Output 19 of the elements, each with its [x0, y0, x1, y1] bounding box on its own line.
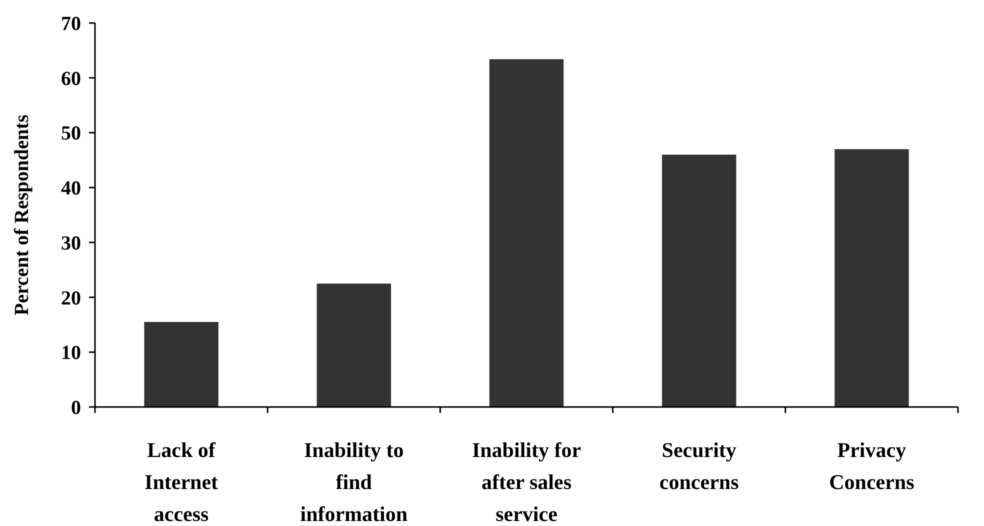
x-tick-label: Inability for after sales service — [472, 438, 582, 526]
x-tick-label: Inability to find information — [300, 438, 408, 526]
y-axis-title: Percent of Respondents — [11, 114, 33, 316]
bar — [834, 149, 909, 407]
x-tick-label: Privacy Concerns — [829, 438, 914, 494]
bar — [662, 154, 736, 407]
y-tick-label: 10 — [61, 342, 81, 364]
bar — [316, 284, 392, 407]
y-tick-label: 70 — [61, 13, 81, 35]
y-tick-label: 50 — [61, 122, 81, 145]
y-tick-label: 60 — [61, 68, 81, 90]
y-tick-label: 40 — [61, 178, 81, 200]
bar — [144, 322, 218, 407]
y-tick-label: 0 — [71, 397, 81, 419]
y-tick-label: 20 — [61, 287, 81, 310]
x-tick-label: Security concerns — [659, 438, 739, 494]
y-tick-label: 30 — [61, 232, 81, 254]
x-tick-label: Lack of Internet access — [144, 438, 218, 526]
bar — [489, 59, 564, 407]
